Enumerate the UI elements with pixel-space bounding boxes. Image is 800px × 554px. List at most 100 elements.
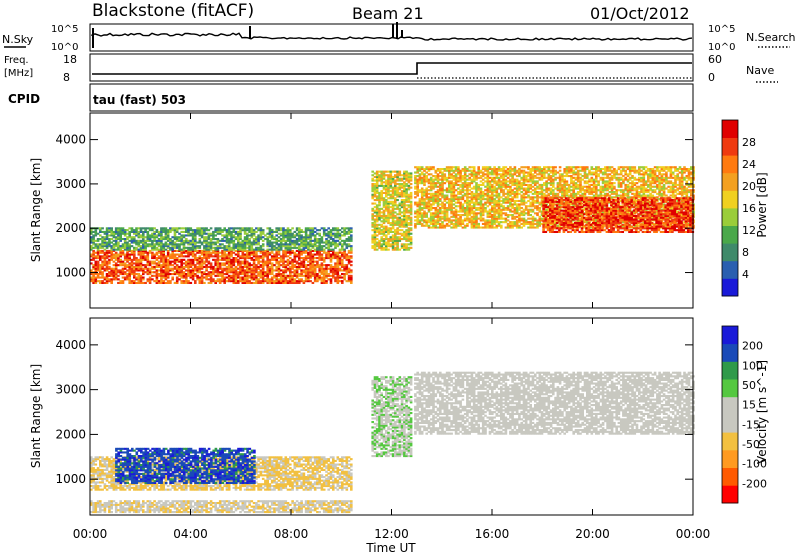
heatmap-cell	[289, 257, 292, 260]
heatmap-cell	[468, 166, 471, 169]
heatmap-cell	[375, 206, 379, 209]
heatmap-cell	[403, 223, 406, 226]
heatmap-cell	[252, 255, 256, 258]
heatmap-cell	[336, 271, 340, 274]
heatmap-cell	[121, 230, 125, 233]
heatmap-cell	[139, 262, 143, 265]
heatmap-cell	[420, 191, 424, 194]
heatmap-cell	[96, 257, 100, 260]
heatmap-cell	[427, 166, 431, 169]
heatmap-cell	[398, 183, 402, 186]
heatmap-cell	[540, 183, 544, 186]
heatmap-cell	[155, 274, 159, 277]
heatmap-cell	[457, 198, 460, 201]
heatmap-cell	[466, 169, 469, 172]
heatmap-cell	[126, 273, 129, 276]
heatmap-cell	[146, 271, 150, 274]
heatmap-cell	[309, 253, 312, 256]
heatmap-cell	[151, 234, 154, 237]
heatmap-cell	[543, 192, 546, 195]
heatmap-cell	[445, 198, 449, 201]
heatmap-cell	[94, 269, 98, 272]
heatmap-cell	[284, 234, 288, 237]
heatmap-cell	[110, 241, 113, 244]
heatmap-cell	[468, 189, 471, 192]
heatmap-cell	[103, 267, 107, 270]
heatmap-cell	[309, 238, 312, 241]
heatmap-cell	[500, 208, 503, 211]
heatmap-cell	[394, 188, 397, 191]
heatmap-cell	[182, 234, 186, 237]
heatmap-cell	[225, 249, 229, 252]
heatmap-cell	[293, 236, 297, 239]
heatmap-cell	[318, 245, 321, 248]
heatmap-cell	[459, 205, 462, 208]
heatmap-cell	[119, 236, 122, 239]
heatmap-cell	[180, 243, 183, 246]
heatmap-cell	[325, 238, 328, 241]
heatmap-cell	[157, 249, 161, 252]
heatmap-cell	[334, 273, 337, 276]
heatmap-cell	[371, 209, 374, 212]
heatmap-cell	[155, 276, 159, 279]
heatmap-cell	[108, 239, 111, 242]
heatmap-cell	[463, 194, 467, 197]
heatmap-cell	[151, 253, 154, 256]
heatmap-cell	[246, 267, 249, 270]
heatmap-cell	[171, 273, 174, 276]
heatmap-cell	[427, 196, 431, 199]
heatmap-cell	[189, 227, 193, 230]
heatmap-cell	[182, 255, 186, 258]
heatmap-cell	[291, 258, 294, 261]
heatmap-cell	[389, 174, 393, 177]
heatmap-cell	[96, 227, 100, 230]
heatmap-cell	[382, 188, 386, 191]
heatmap-cell	[531, 224, 535, 227]
noise-right-tick-bottom: 10^0	[708, 42, 735, 53]
heatmap-cell	[394, 186, 397, 189]
heatmap-cell	[151, 246, 154, 249]
heatmap-cell	[450, 187, 453, 190]
heatmap-cell	[223, 269, 226, 272]
heatmap-cell	[105, 274, 109, 277]
heatmap-cell	[121, 238, 125, 241]
heatmap-cell	[481, 166, 485, 169]
heatmap-cell	[522, 210, 526, 213]
heatmap-cell	[157, 274, 161, 277]
heatmap-cell	[387, 207, 390, 210]
heatmap-cell	[454, 212, 458, 215]
heatmap-cell	[284, 260, 288, 263]
heatmap-cell	[416, 182, 419, 185]
heatmap-cell	[382, 206, 386, 209]
heatmap-cell	[334, 271, 337, 274]
heatmap-cell	[441, 176, 444, 179]
heatmap-cell	[173, 255, 177, 258]
heatmap-cell	[169, 262, 172, 265]
heatmap-cell	[175, 253, 179, 256]
heatmap-cell	[434, 201, 438, 204]
heatmap-cell	[311, 245, 315, 248]
heatmap-cell	[371, 225, 374, 228]
heatmap-cell	[162, 262, 165, 265]
heatmap-cell	[110, 249, 113, 252]
heatmap-cell	[347, 267, 351, 270]
heatmap-cell	[237, 246, 240, 249]
heatmap-cell	[230, 227, 233, 230]
heatmap-cell	[123, 264, 127, 267]
heatmap-cell	[316, 262, 319, 265]
heatmap-cell	[182, 276, 186, 279]
heatmap-cell	[493, 178, 496, 181]
heatmap-cell	[432, 182, 435, 185]
heatmap-cell	[405, 175, 408, 178]
heatmap-cell	[203, 230, 206, 233]
heatmap-cell	[400, 202, 404, 205]
heatmap-cell	[387, 186, 390, 189]
heatmap-cell	[385, 234, 388, 237]
heatmap-cell	[380, 216, 383, 219]
heatmap-cell	[400, 234, 404, 237]
heatmap-cell	[119, 229, 122, 232]
heatmap-cell	[443, 199, 447, 202]
heatmap-cell	[289, 265, 292, 268]
heatmap-cell	[341, 276, 344, 279]
